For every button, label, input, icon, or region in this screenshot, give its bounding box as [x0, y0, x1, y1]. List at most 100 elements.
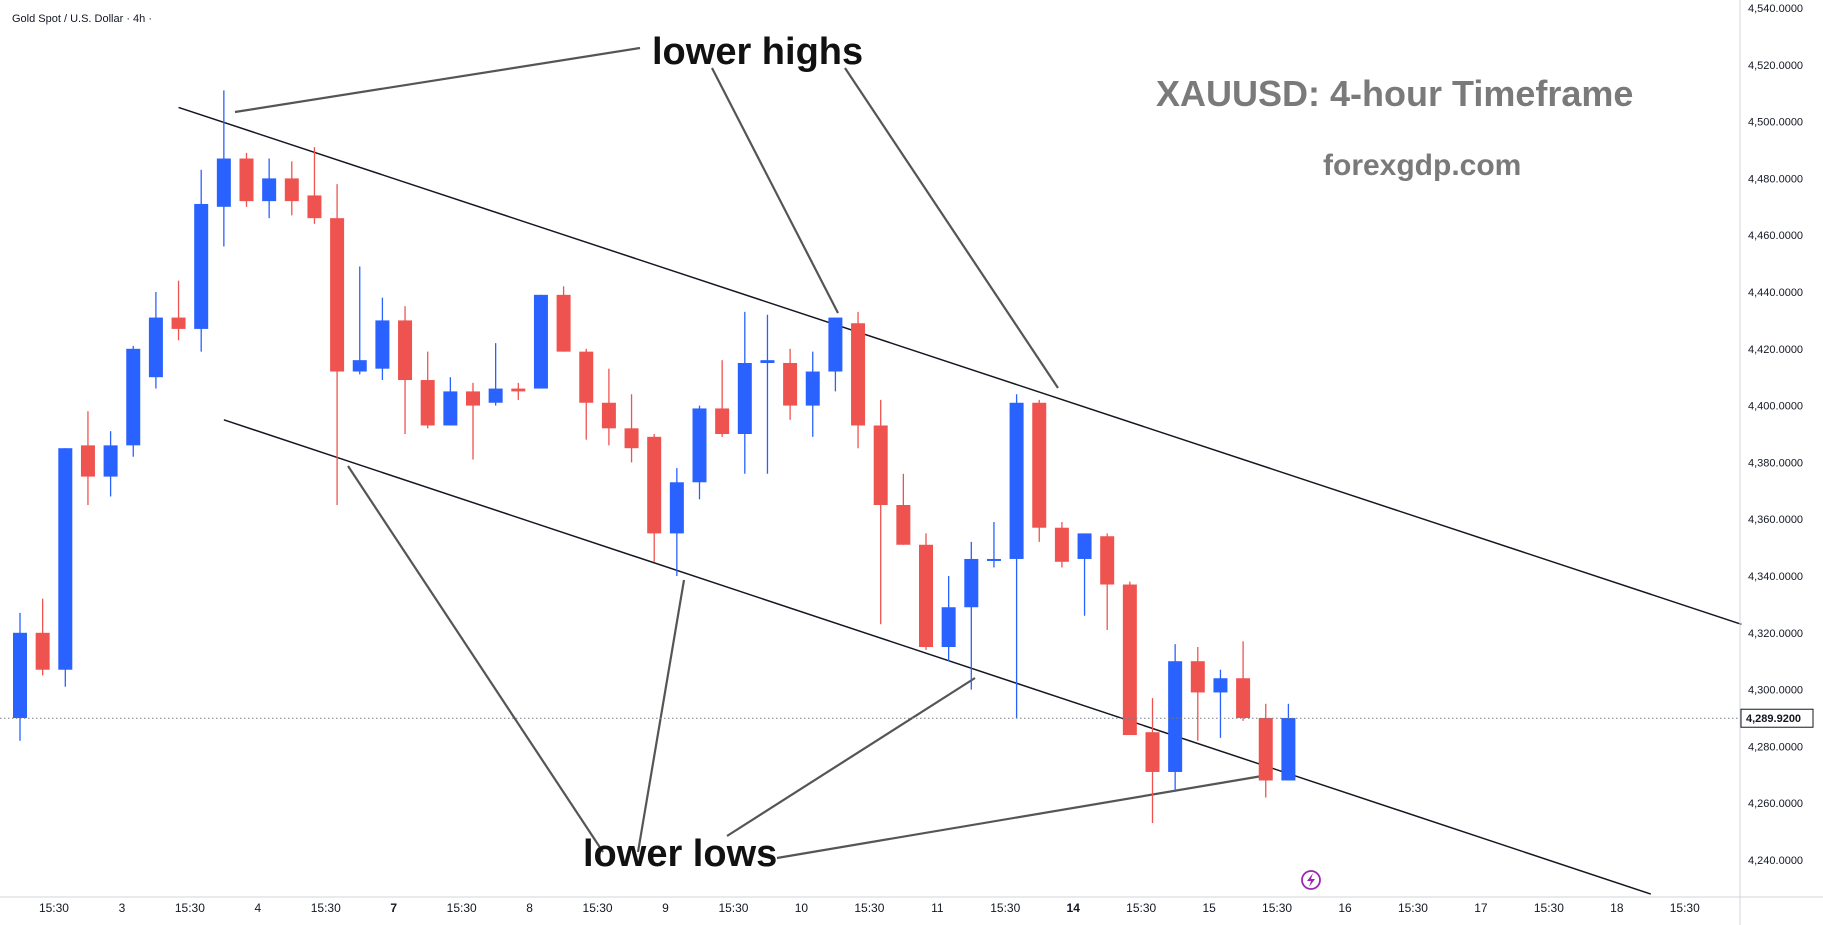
candle[interactable] [919, 533, 933, 650]
candle-body [239, 158, 254, 202]
candle-body [1100, 536, 1115, 585]
candle[interactable] [783, 348, 798, 420]
annotation-pointer [234, 46, 641, 114]
candle-body [805, 371, 820, 406]
candle[interactable] [171, 280, 186, 341]
candle-body [307, 195, 322, 219]
candle[interactable] [941, 576, 956, 662]
candle[interactable] [873, 399, 888, 625]
candle[interactable] [103, 431, 118, 497]
x-tick-label: 18 [1610, 901, 1624, 915]
candle[interactable] [1190, 647, 1205, 741]
candle[interactable] [737, 311, 752, 474]
candle[interactable] [1258, 703, 1273, 798]
candle[interactable] [330, 184, 345, 505]
candle[interactable] [262, 158, 277, 219]
y-tick-label: 4,400.0000 [1748, 401, 1803, 413]
candle-body [35, 632, 50, 670]
x-tick-label: 15:30 [1262, 901, 1292, 915]
annotation-pointer [776, 773, 1269, 860]
candle-body [760, 360, 775, 363]
candle[interactable] [760, 314, 775, 474]
candle[interactable] [488, 343, 503, 406]
candle-body [420, 380, 435, 426]
candle[interactable] [533, 294, 548, 389]
candle[interactable] [556, 286, 571, 352]
candle-body [1281, 718, 1296, 781]
x-tick-label: 15:30 [1126, 901, 1156, 915]
x-tick-label: 15:30 [854, 901, 884, 915]
candle[interactable] [1281, 703, 1296, 781]
x-tick-label: 15:30 [39, 901, 69, 915]
candle-body [601, 402, 616, 429]
candle[interactable] [352, 266, 367, 375]
candle[interactable] [420, 351, 435, 429]
candle[interactable] [58, 448, 73, 687]
candle[interactable] [511, 382, 526, 400]
candle[interactable] [239, 152, 254, 207]
candle[interactable] [692, 405, 707, 500]
candle-body [466, 391, 480, 406]
annotation-lower-highs: lower highs [652, 31, 863, 73]
candle-body [375, 320, 390, 369]
candle[interactable] [579, 348, 594, 440]
candle[interactable] [896, 473, 911, 545]
candle-body [964, 558, 979, 608]
candle-body [262, 178, 277, 202]
candle[interactable] [398, 306, 413, 434]
y-tick-label: 4,240.0000 [1748, 855, 1803, 867]
candle[interactable] [805, 351, 820, 437]
candle-body [1122, 584, 1137, 736]
candle[interactable] [647, 434, 662, 562]
candle[interactable] [466, 382, 480, 460]
trendline-upper-channel[interactable] [178, 106, 1742, 625]
candle[interactable] [1077, 533, 1092, 616]
candle[interactable] [1213, 669, 1228, 738]
candle[interactable] [851, 311, 866, 449]
candle[interactable] [35, 598, 50, 676]
candle-body [58, 448, 73, 670]
y-tick-label: 4,380.0000 [1748, 457, 1803, 469]
candle[interactable] [375, 297, 390, 381]
candle[interactable] [194, 169, 209, 352]
candle[interactable] [284, 161, 299, 216]
candle-body [1258, 718, 1273, 781]
candle[interactable] [443, 377, 458, 426]
candle[interactable] [126, 345, 141, 457]
candle[interactable] [624, 394, 639, 463]
candle[interactable] [964, 541, 979, 690]
candle[interactable] [601, 368, 616, 446]
candle[interactable] [986, 522, 1001, 568]
candle[interactable] [1032, 399, 1047, 542]
candle[interactable] [1054, 522, 1069, 568]
x-tick-label: 14 [1067, 901, 1081, 915]
annotation-pointer [636, 579, 686, 853]
candle[interactable] [1009, 394, 1024, 718]
candle[interactable] [1100, 533, 1115, 630]
candle[interactable] [715, 360, 730, 437]
candle[interactable] [1236, 641, 1251, 721]
candle[interactable] [307, 147, 322, 224]
x-tick-label: 7 [390, 901, 397, 915]
candle-body [398, 320, 413, 381]
x-tick-label: 15:30 [311, 901, 341, 915]
y-tick-label: 4,340.0000 [1748, 571, 1803, 583]
candle-body [1236, 678, 1251, 718]
candle[interactable] [1145, 698, 1160, 824]
candle[interactable] [828, 317, 843, 392]
candle-body [919, 544, 933, 647]
trendline-lower-channel[interactable] [223, 419, 1652, 895]
candle[interactable] [1122, 581, 1137, 736]
flash-icon[interactable] [1301, 870, 1321, 890]
candle-body [103, 445, 118, 477]
candle[interactable] [148, 292, 163, 389]
candle[interactable] [1168, 644, 1183, 792]
candle[interactable] [13, 612, 27, 741]
x-tick-label: 15:30 [990, 901, 1020, 915]
candle-body [148, 317, 163, 378]
x-tick-label: 15:30 [447, 901, 477, 915]
candle[interactable] [669, 468, 684, 576]
candle[interactable] [216, 90, 231, 247]
candle[interactable] [80, 411, 95, 505]
